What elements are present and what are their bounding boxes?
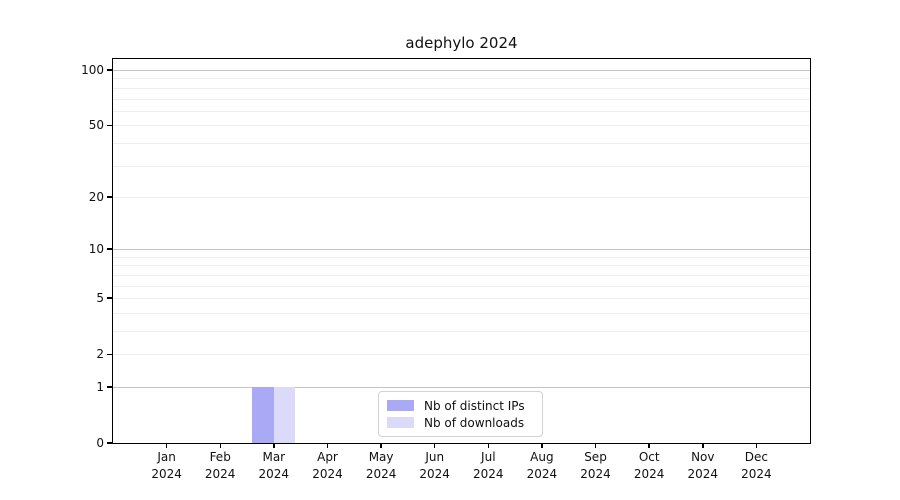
minor-gridline [113,125,810,127]
x-axis-tick-label-line: 2024 [473,467,504,481]
y-axis-tick-label: 1 [96,380,104,394]
x-axis-tick-mark [648,443,650,448]
legend-entry-downloads: Nb of downloads [387,416,534,430]
minor-gridline [113,285,810,287]
minor-gridline [113,110,810,112]
y-axis-tick-label: 10 [88,242,104,257]
x-axis-tick-label: May 2024 [349,449,413,483]
y-axis-tick-mark [107,297,112,299]
x-axis-tick-label-line: Aug [530,450,554,464]
x-axis-tick-label-line: May [368,450,394,464]
y-axis-tick-mark [107,196,112,198]
x-axis-tick-label-line: 2024 [633,467,665,481]
x-axis-tick-mark [594,443,597,448]
bar-distinct-ips [252,387,274,443]
legend-label-distinct-ips: Nb of distinct IPs [424,398,525,413]
x-axis-tick-label-line: 2024 [419,467,450,481]
x-axis-tick-label: Mar 2024 [242,449,306,483]
x-axis-tick-label: Jan 2024 [135,449,199,483]
minor-gridline [113,298,810,300]
x-axis-tick-label: Sep 2024 [564,449,628,483]
y-axis-tick-mark [107,248,112,250]
minor-gridline [113,87,810,89]
major-gridline [113,70,810,71]
bar-downloads [273,387,296,443]
x-axis-tick-label-line: Jul [481,450,496,464]
x-axis-tick-mark [755,443,758,448]
chart-title: adephylo 2024 [405,34,518,52]
x-axis-tick-label-line: 2024 [526,467,558,481]
y-axis-tick-label: 100 [81,63,104,77]
x-axis-tick-label-line: 2024 [687,467,719,481]
x-axis-tick-label-line: 2024 [204,467,236,481]
minor-gridline [113,274,810,276]
y-axis-tick-mark [107,69,112,71]
legend-label-downloads: Nb of downloads [424,415,525,430]
y-axis-tick-label: 2 [96,347,104,362]
legend-swatch-downloads [387,417,414,428]
x-axis-tick-mark [541,443,543,448]
minor-gridline [113,196,810,198]
major-gridline [113,387,810,388]
x-axis-tick-mark [219,443,221,448]
x-axis-tick-label-line: Oct [638,450,660,464]
x-axis-tick-label: Apr 2024 [296,449,360,483]
x-axis-tick-label-line: 2024 [580,467,611,481]
minor-gridline [113,78,810,80]
minor-gridline [113,98,810,100]
x-axis-tick-mark [433,443,436,448]
x-axis-tick-mark [165,443,168,448]
x-axis-tick-mark [487,443,490,448]
minor-gridline [113,354,810,356]
x-axis-tick-mark [273,443,275,448]
y-axis-tick-mark [107,353,112,355]
x-axis-tick-label-line: Feb [209,450,231,464]
minor-gridline [113,312,810,314]
x-axis-tick-label-line: 2024 [365,467,397,481]
x-axis-tick-label: Jun 2024 [403,449,467,483]
x-axis-tick-mark [380,443,382,448]
x-axis-tick-label-line: Jun [425,450,445,464]
legend: Nb of distinct IPs Nb of downloads [378,391,543,437]
x-axis-tick-label: Aug 2024 [510,449,574,483]
x-axis-tick-label-line: 2024 [312,467,343,481]
minor-gridline [113,331,810,332]
minor-gridline [113,165,810,167]
x-axis-tick-label: Dec 2024 [724,449,788,483]
minor-gridline [113,142,810,144]
x-axis-tick-label-line: Dec [744,450,768,464]
major-gridline [113,249,810,251]
x-axis-tick-label-line: 2024 [258,467,290,481]
legend-swatch-distinct-ips [387,400,414,411]
y-axis-tick-label: 50 [88,118,104,133]
x-axis-tick-label-line: 2024 [151,467,182,481]
y-axis-tick-mark [107,124,112,126]
x-axis-tick-label-line: Mar [262,450,286,464]
x-axis-tick-label: Jul 2024 [456,449,520,483]
legend-entry-distinct-ips: Nb of distinct IPs [387,399,534,413]
x-axis-tick-mark [326,443,329,448]
x-axis-tick-label-line: Sep [584,450,607,464]
x-axis-tick-label-line: Nov [691,450,715,464]
y-axis-tick-label: 5 [96,291,104,306]
x-axis-tick-label-line: Apr [317,450,338,464]
minor-gridline [113,256,810,258]
x-axis-tick-label-line: Jan [157,450,176,464]
x-axis-tick-label-line: 2024 [741,467,772,481]
y-axis-tick-label: 20 [88,189,104,204]
minor-gridline [113,265,810,267]
x-axis-tick-label: Oct 2024 [617,449,681,483]
y-axis-tick-mark [107,386,112,388]
x-axis-tick-mark [702,443,704,448]
x-axis-tick-label: Nov 2024 [671,449,735,483]
y-axis-tick-mark [107,442,112,444]
y-axis-tick-label: 0 [96,436,104,450]
x-axis-tick-label: Feb 2024 [188,449,252,483]
